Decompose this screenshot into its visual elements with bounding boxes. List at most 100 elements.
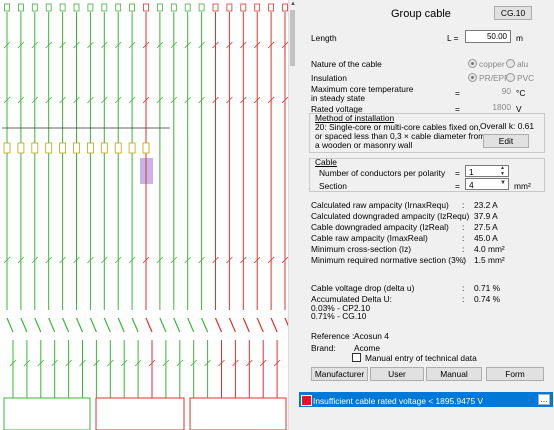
output-tick [273,359,281,367]
prepr-label: PR/EPR [479,73,511,83]
result-label: Cable downgraded ampacity (IzReal) [311,222,449,232]
result-sep: : [462,222,465,232]
switch-blade [228,317,236,333]
max-temp-eq: = [455,88,460,98]
section-eq: = [455,181,460,191]
accum-line-1: 0.03% - CP2.10 [311,303,371,313]
result-label: Minimum required normative section (3%) [311,255,466,265]
tick-mark [267,41,275,49]
spinner-icon[interactable]: ▲ ▼ [500,165,505,177]
tick-mark [240,41,247,49]
manual-entry-label: Manual entry of technical data [365,353,477,363]
tick-mark [17,256,25,264]
switch-blade [75,317,84,333]
top-breaker [73,3,80,12]
manual-button[interactable]: Manual [426,367,482,381]
output-tick [204,359,211,367]
tick-mark [59,256,66,264]
tick-mark [114,96,122,104]
tick-mark [267,96,275,104]
length-input[interactable]: 50.00 [465,30,511,43]
output-tick [134,359,142,367]
switch-blade [145,317,153,333]
tick-mark [267,256,275,264]
copper-label: copper [479,59,505,69]
schematic-canvas[interactable] [0,0,292,430]
tick-mark [142,96,150,104]
status-more-button[interactable]: ... [538,394,550,405]
conductors-eq: = [455,168,460,178]
top-breaker [254,3,261,12]
switch-blade [20,317,28,333]
tick-mark [114,41,122,49]
switch-blade [201,317,209,333]
tick-mark [31,96,39,104]
tick-mark [59,41,66,49]
output-tick [9,359,17,367]
switch-blade [62,317,70,333]
copper-radio[interactable] [468,59,477,68]
tick-mark [170,41,178,49]
nature-label: Nature of the cable [311,59,382,69]
accum-sep: : [462,294,465,304]
conductors-input[interactable]: 1 [465,165,509,177]
switch-blade [270,317,278,333]
manufacturer-button[interactable]: Manufacturer [311,367,368,381]
switch-blade [159,317,167,333]
fuse-block [17,142,25,154]
output-tick [65,359,72,367]
max-temp-label-2: in steady state [311,93,366,103]
tick-mark [170,256,178,264]
tick-mark [3,96,11,104]
result-sep: : [462,211,465,221]
tick-mark [45,256,52,264]
tick-mark [226,96,233,104]
form-button[interactable]: Form [486,367,544,381]
vertical-scrollbar[interactable] [288,0,298,430]
schematic-diagram[interactable] [0,0,292,430]
edit-button[interactable]: Edit [483,134,529,148]
tick-mark [281,41,289,49]
result-label: Minimum cross-section (Iz) [311,244,412,254]
top-breaker [170,3,177,12]
accum-label: Accumulated Delta U: [311,294,392,304]
accum-line-2: 0.71% - CG.10 [311,311,367,321]
tick-mark [142,41,150,49]
output-tick [37,359,45,367]
manual-entry-checkbox[interactable] [352,353,361,362]
alu-radio[interactable] [506,59,515,68]
chevron-down-icon[interactable]: ▼ [500,180,506,186]
section-label: Section [319,181,347,191]
scrollbar-thumb[interactable] [290,10,295,66]
scroll-up-icon[interactable]: ▲ [290,1,296,7]
tick-mark [281,96,289,104]
tick-mark [87,41,94,49]
output-tick [176,359,184,367]
group-cable-panel: Group cable CG.10 Length L = 50.00 m Nat… [297,0,554,430]
ref-button[interactable]: CG.10 [494,6,532,20]
pvc-radio[interactable] [506,73,515,82]
section-select[interactable]: 4 [465,178,509,190]
conductors-label: Number of conductors per polarity [319,168,446,178]
brand-label: Brand: [311,343,336,353]
switch-blade [242,317,250,333]
fuse-block [45,142,53,154]
tick-mark [73,96,80,104]
installation-line-3: a wooden or masonry wall [315,140,413,150]
user-button[interactable]: User [370,367,424,381]
switch-blade [6,317,14,333]
fuse-block [73,142,80,154]
panel-title: Group cable [391,8,451,20]
tick-mark [128,256,136,264]
tick-mark [128,41,136,49]
result-value: 27.5 A [474,222,498,232]
reference-value: Acosun 4 [354,331,389,341]
tick-mark [45,41,52,49]
status-bar[interactable] [299,392,553,407]
prepr-radio[interactable] [468,73,477,82]
tick-mark [3,256,11,264]
output-tick [246,359,253,367]
installation-title: Method of installation [315,113,395,123]
result-sep: : [462,255,465,265]
voltage-drop-label: Cable voltage drop (delta u) [311,283,415,293]
